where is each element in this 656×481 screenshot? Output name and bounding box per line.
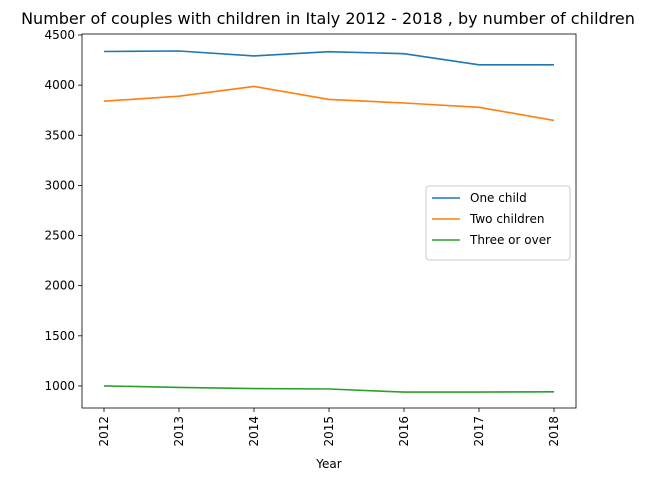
x-tick-label: 2018 [547,416,561,447]
x-tick-label: 2014 [247,416,261,447]
legend-box [425,185,571,261]
series-line [103,385,555,393]
legend-label: One child [470,191,527,205]
x-tick-label: 2017 [472,416,486,447]
y-tick-label: 2000 [44,279,75,293]
x-tick-label: 2013 [172,416,186,447]
x-tick-label: 2015 [322,416,336,447]
series-lines [103,50,555,393]
y-tick-label: 3000 [44,178,75,192]
y-tick-label: 1500 [44,329,75,343]
series-line [103,50,554,66]
legend-label: Three or over [469,233,551,247]
x-axis-label: Year [315,457,341,471]
legend-label: Two children [469,212,544,226]
x-tick-label: 2012 [97,416,111,447]
y-tick-label: 2500 [44,229,75,243]
series-line [103,85,555,122]
y-axis: 1000 1500 2000 2500 3000 3500 4000 4500 [44,28,82,393]
x-axis: 2012 2013 2014 2015 2016 2017 2018 [97,408,561,447]
x-tick-label: 2016 [397,416,411,447]
y-tick-label: 4500 [44,28,75,42]
chart-title: Number of couples with children in Italy… [21,9,635,28]
y-tick-label: 4000 [44,78,75,92]
y-tick-label: 1000 [44,379,75,393]
legend: One child Two children Three or over [425,185,571,261]
y-tick-label: 3500 [44,128,75,142]
